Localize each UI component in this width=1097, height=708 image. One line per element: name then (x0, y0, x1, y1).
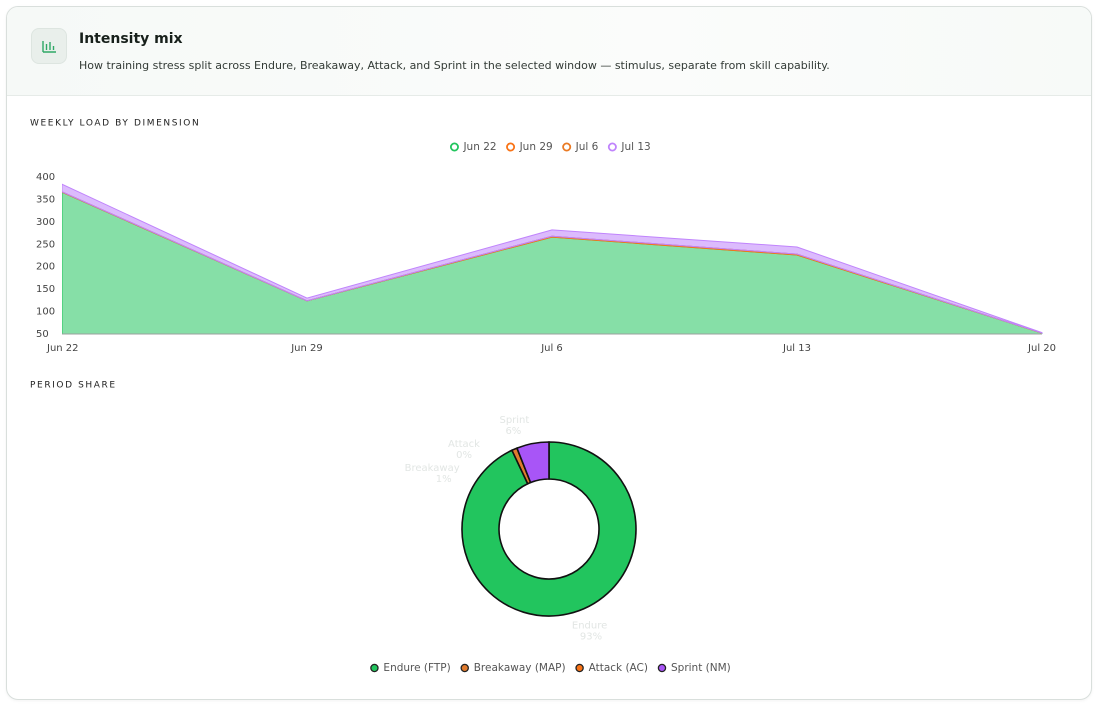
legend-label: Jun 29 (519, 141, 553, 153)
legend-label: Jul 13 (620, 141, 650, 153)
plot-area (62, 183, 1043, 334)
legend-label: Endure (FTP) (383, 662, 450, 674)
slice-label: Sprint (499, 415, 529, 426)
legend-item: Sprint (NM) (657, 662, 731, 674)
icon-glyph (42, 41, 56, 53)
y-tick-label: 100 (36, 307, 55, 318)
x-tick-label: Jun 22 (46, 343, 79, 354)
legend-item: Jul 13 (607, 141, 651, 153)
legend-label: Breakaway (MAP) (474, 662, 566, 674)
legend: Endure (FTP) Breakaway (MAP) Attack (AC) Sp… (370, 662, 731, 674)
x-tick-label: Jul 13 (782, 343, 811, 354)
legend: Jun 22 Jun 29 Jul 6 Jul 13 (449, 141, 651, 153)
x-tick-label: Jul 20 (1027, 343, 1056, 354)
card-title: Intensity mix (79, 31, 183, 47)
legend-swatch (657, 663, 667, 673)
slice (461, 441, 637, 617)
y-tick-label: 200 (36, 262, 55, 273)
slice-label: Endure (572, 620, 607, 631)
section-title: WEEKLY LOAD BY DIMENSION (30, 119, 200, 129)
legend-item: Attack (AC) (575, 662, 648, 674)
legend-item: Jul 6 (562, 141, 599, 153)
legend-label: Sprint (NM) (671, 662, 731, 674)
legend-swatch (449, 142, 459, 152)
slice-label: Breakaway (405, 463, 460, 474)
header-icon (31, 28, 67, 64)
legend-swatch (575, 663, 584, 673)
y-tick-label: 300 (36, 217, 55, 228)
slice (515, 441, 550, 484)
slice-value: 93% (580, 631, 602, 642)
legend-swatch (506, 142, 516, 152)
card-header: Intensity mix How training stress split … (7, 7, 1091, 96)
y-tick-label: 400 (36, 172, 55, 183)
legend-item: Jun 22 (449, 141, 497, 153)
card-subtitle: How training stress split across Endure,… (79, 59, 830, 72)
legend-label: Jul 6 (575, 141, 599, 153)
legend-swatch (370, 663, 379, 673)
legend-swatch (562, 142, 572, 152)
y-tick-label: 150 (36, 284, 55, 295)
slice-label: Attack (448, 439, 480, 450)
y-tick-label: 250 (36, 239, 55, 250)
legend-item: Breakaway (MAP) (460, 662, 566, 674)
legend-swatch (607, 142, 617, 152)
slice-value: 0% (456, 450, 472, 461)
y-tick-label: 350 (36, 194, 55, 205)
legend-item: Jun 29 (506, 141, 553, 153)
legend-label: Attack (AC) (589, 662, 648, 674)
area (62, 191, 1043, 334)
y-tick-label: 50 (36, 329, 49, 340)
legend-swatch (460, 663, 469, 673)
section-title: PERIOD SHARE (30, 381, 117, 391)
legend-label: Jun 22 (462, 141, 496, 153)
area (62, 183, 1043, 334)
legend-item: Endure (FTP) (370, 662, 451, 674)
x-tick-label: Jun 29 (290, 343, 323, 354)
slice-value: 6% (505, 426, 521, 437)
slice-value: 1% (436, 474, 452, 485)
x-tick-label: Jul 6 (540, 343, 563, 354)
